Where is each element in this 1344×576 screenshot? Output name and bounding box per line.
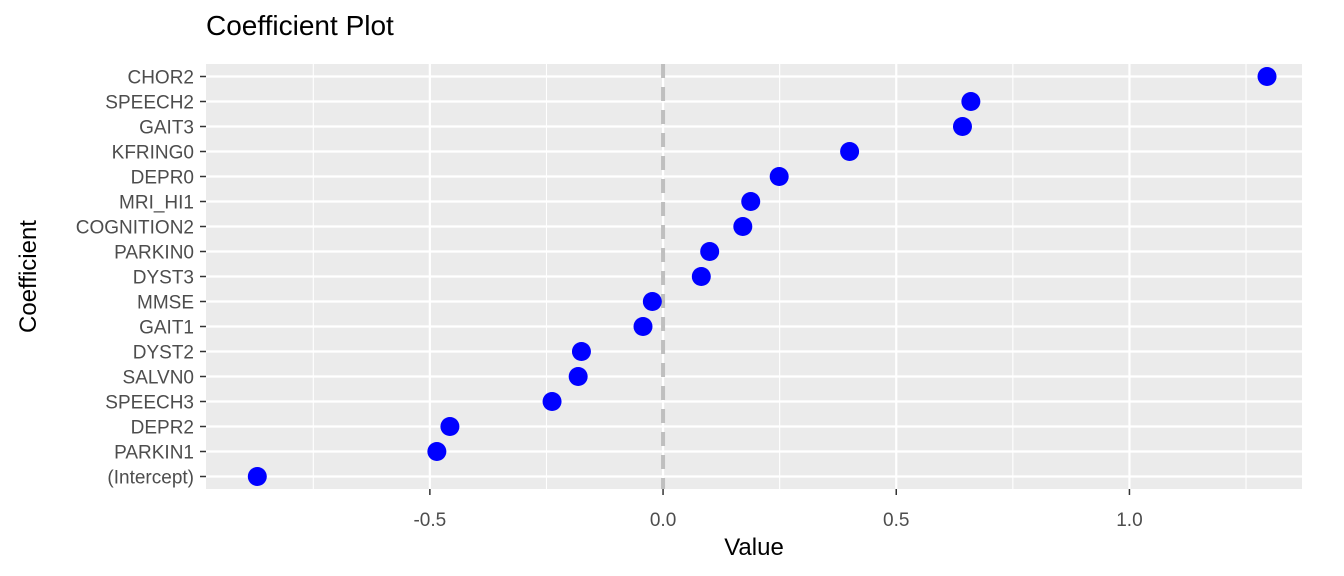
x-tick-label: -0.5 <box>413 510 446 531</box>
data-point-dyst2 <box>571 342 591 361</box>
data-point-gait3 <box>952 117 972 136</box>
data-point-depr2 <box>440 417 460 436</box>
data-point-gait1 <box>633 317 653 336</box>
y-axis-title: Coefficient <box>15 220 42 333</box>
y-tick-label: PARKIN1 <box>114 443 194 464</box>
y-tick-label: MMSE <box>137 293 194 314</box>
y-tick-label: MRI_HI1 <box>119 193 194 214</box>
y-tick-label: DEPR2 <box>131 418 194 439</box>
y-tick-label: COGNITION2 <box>76 218 194 239</box>
y-tick-label: DYST2 <box>133 343 194 364</box>
chart-title: Coefficient Plot <box>206 10 394 41</box>
data-point-kfring0 <box>840 142 860 161</box>
data-point-chor2 <box>1257 67 1277 86</box>
y-tick-label: PARKIN0 <box>114 243 194 264</box>
data-point-intercept <box>247 467 267 486</box>
x-axis-title: Value <box>724 534 784 561</box>
y-tick-label: CHOR2 <box>127 68 194 89</box>
y-tick-label: KFRING0 <box>112 143 194 164</box>
data-point-dyst3 <box>691 267 711 286</box>
data-point-parkin0 <box>700 242 720 261</box>
y-tick-label: SPEECH2 <box>105 93 194 114</box>
data-point-depr0 <box>769 167 789 186</box>
data-point-salvn0 <box>568 367 588 386</box>
data-point-speech3 <box>542 392 562 411</box>
y-tick-label: DEPR0 <box>131 168 194 189</box>
y-tick-label: SALVN0 <box>123 368 194 389</box>
x-tick-label: 1.0 <box>1116 510 1142 531</box>
y-tick-label: (Intercept) <box>107 468 194 489</box>
y-tick-label: SPEECH3 <box>105 393 194 414</box>
x-tick-label: 0.0 <box>650 510 676 531</box>
data-point-speech2 <box>961 92 981 111</box>
x-tick-label: 0.5 <box>883 510 909 531</box>
y-tick-label: GAIT1 <box>139 318 194 339</box>
y-tick-label: DYST3 <box>133 268 194 289</box>
data-point-mri-hi1 <box>741 192 761 211</box>
data-point-cognition2 <box>733 217 753 236</box>
y-tick-label: GAIT3 <box>139 118 194 139</box>
data-point-mmse <box>642 292 662 311</box>
data-point-parkin1 <box>427 442 447 461</box>
